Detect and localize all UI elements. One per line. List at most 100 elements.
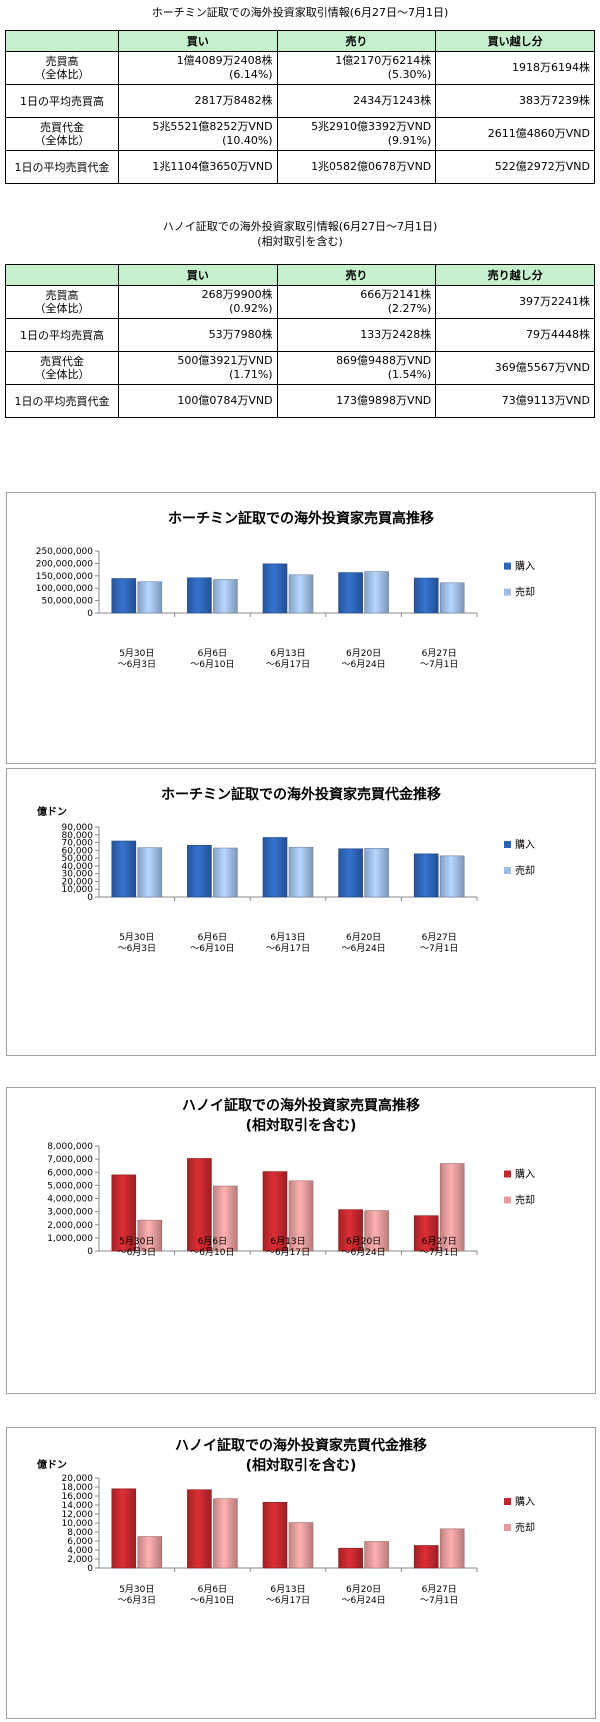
chart-subtitle: (相対取引を含む) [246,1117,357,1134]
legend-label: 購入 [515,1495,535,1508]
net-value-cell: 2611億4860万VND [435,117,595,151]
x-tick-label: 6月6日 [198,648,227,659]
table-row: 1日の平均売買高 53万7980株 133万2428株 79万4448株 [5,318,595,352]
chart-title: ハノイ証取での海外投資家売買高推移 [182,1097,420,1114]
y-tick-label: 70,000 [62,839,94,849]
x-tick-label: 〜6月24日 [342,659,386,670]
legend-label: 購入 [515,838,535,851]
net-value-cell: 1918万6194株 [435,51,595,85]
hcm-table-title: ホーチミン証取での海外投資家取引情報(6月27日〜7月1日) [151,6,449,19]
net-value: 397万2241株 [519,295,590,308]
y-tick-label: 10,000 [62,885,94,895]
bar-sell [364,1541,389,1569]
buy-value-pct: (1.71%) [229,368,273,381]
x-tick-label: 5月30日 [119,932,154,943]
bar-sell [288,1522,314,1569]
hn-volume-chart: ハノイ証取での海外投資家売買高推移 (相対取引を含む) 0 1,000,000 2,00… [47,1097,535,1258]
y-tick-label: 0 [87,609,93,619]
chart-panel-hcm-volume: ホーチミン証取での海外投資家売買高推移 0 50,000,000 100,000,00… [6,492,596,764]
bar-sell [137,581,163,614]
row-label: 1日の平均売買代金 [14,160,110,174]
x-tick-label: 6月27日 [422,1584,457,1595]
x-tick-label: 6月20日 [346,932,381,943]
legend-label: 購入 [515,560,535,573]
sell-value: 1兆0582億0678万VND [311,160,432,173]
net-value: 383万7239株 [519,94,590,107]
hn-table-subtitle: (相対取引を含む) [257,235,343,248]
y-tick-label: 30,000 [62,870,94,880]
buy-value-cell: 53万7980株 [117,318,278,352]
sell-value-cell: 133万2428株 [276,318,437,352]
x-tick-label: 〜6月17日 [266,659,310,670]
legend-swatch [504,1524,511,1531]
bar-sell [439,855,465,898]
x-tick-label: 6月27日 [422,932,457,943]
x-tick-label: 6月13日 [270,1584,305,1595]
x-tick-label: 6月6日 [198,1584,227,1595]
row-label-cell: 売買代金 （全体比） [5,117,119,151]
legend-swatch [504,562,511,570]
y-tick-label: 20,000 [62,877,94,887]
buy-value-cell: 1兆1104億3650万VND [117,150,278,184]
table-header-row: 買い 売り 買い越し分 [5,30,595,52]
chart-panel-hcm-value: ホーチミン証取での海外投資家売買代金推移 億ドン 0 10,000 20,000 30,0… [6,768,596,1056]
legend-swatch [504,1498,511,1505]
sell-value: 2434万1243株 [353,94,432,107]
bar-buy [111,578,137,614]
bar-buy [262,837,288,898]
x-tick-label: 6月20日 [346,1236,381,1247]
chart-subtitle: (相対取引を含む) [246,1457,357,1474]
x-tick-label: 〜6月17日 [266,1247,310,1258]
net-value: 369億5567万VND [494,361,590,374]
net-value-cell: 397万2241株 [435,285,595,319]
y-tick-label: 60,000 [62,846,94,856]
column-header: 買い [117,264,278,286]
bar-buy [413,1215,439,1252]
x-tick-label: 〜7月1日 [420,1247,458,1258]
x-tick-label: 〜6月24日 [342,943,386,954]
x-tick-label: 6月13日 [270,932,305,943]
buy-value: 100億0784万VND [177,394,273,407]
net-value: 1918万6194株 [512,61,590,74]
sell-value: 869億9488万VND [336,354,432,367]
buy-value: 5兆5521億8252万VND [152,120,273,133]
row-label: 1日の平均売買高 [19,328,104,342]
legend-label: 売却 [515,864,535,877]
row-label: 売買高 [45,289,79,302]
bar-buy [338,1209,363,1252]
y-tick-label: 0 [87,1247,93,1257]
row-label: 売買高 [45,55,79,68]
buy-value-cell: 500億3921万VND (1.71%) [117,351,278,385]
row-label-pct: （全体比） [34,302,90,315]
y-tick-label: 0 [87,893,93,903]
x-tick-label: 6月20日 [346,1584,381,1595]
table-row: 1日の平均売買高 2817万8482株 2434万1243株 383万7239株 [5,84,595,118]
bar-sell [439,582,465,614]
net-value-cell: 79万4448株 [435,318,595,352]
row-label: 1日の平均売買高 [19,94,104,108]
sell-value-cell: 869億9488万VND (1.54%) [276,351,437,385]
sell-value-cell: 1兆0582億0678万VND [276,150,437,184]
sell-value-cell: 1億2170万6214株 (5.30%) [276,51,437,85]
table-row: 売買高 （全体比） 1億4089万2408株 (6.14%) 1億2170万6214株(… [5,51,595,85]
net-value: 2611億4860万VND [487,127,590,140]
legend-label: 売却 [515,586,535,599]
y-tick-label: 2,000 [67,1555,93,1565]
y-tick-label: 6,000 [67,1537,93,1547]
y-tick-label: 1,000,000 [47,1234,93,1244]
buy-value-cell: 1億4089万2408株 (6.14%) [117,51,278,85]
row-label-cell: 売買高 （全体比） [5,51,119,85]
y-tick-label: 250,000,000 [36,547,94,557]
row-label-cell: 1日の平均売買代金 [5,150,119,184]
bar-buy [413,1545,439,1569]
y-tick-label: 12,000 [62,1510,94,1520]
sell-value: 1億2170万6214株 [335,54,432,67]
legend-label: 購入 [515,1168,535,1181]
chart-panel-hn-value: ハノイ証取での海外投資家売買代金推移 (相対取引を含む) 億ドン 0 2,000 4,00… [6,1427,596,1719]
legend-swatch [504,588,511,596]
bar-buy [413,577,439,614]
bar-buy [262,563,288,614]
buy-value-pct: (0.92%) [229,302,273,315]
sell-value-pct: (2.27%) [387,302,432,315]
